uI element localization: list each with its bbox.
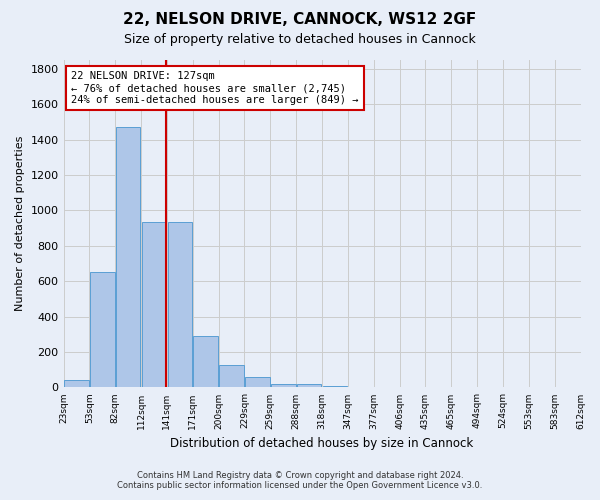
Bar <box>90 272 115 388</box>
Bar <box>219 366 244 388</box>
Text: 22 NELSON DRIVE: 127sqm
← 76% of detached houses are smaller (2,745)
24% of semi: 22 NELSON DRIVE: 127sqm ← 76% of detache… <box>71 72 359 104</box>
Bar <box>64 380 89 388</box>
Text: 22, NELSON DRIVE, CANNOCK, WS12 2GF: 22, NELSON DRIVE, CANNOCK, WS12 2GF <box>124 12 476 28</box>
Text: Size of property relative to detached houses in Cannock: Size of property relative to detached ho… <box>124 32 476 46</box>
Bar <box>245 377 269 388</box>
Bar <box>271 384 296 388</box>
Bar <box>193 336 218 388</box>
Text: Contains HM Land Registry data © Crown copyright and database right 2024.
Contai: Contains HM Land Registry data © Crown c… <box>118 470 482 490</box>
Bar <box>116 128 140 388</box>
Bar <box>323 386 347 388</box>
Y-axis label: Number of detached properties: Number of detached properties <box>15 136 25 312</box>
Bar <box>142 222 166 388</box>
Bar <box>297 384 322 388</box>
Bar <box>167 222 192 388</box>
X-axis label: Distribution of detached houses by size in Cannock: Distribution of detached houses by size … <box>170 437 473 450</box>
